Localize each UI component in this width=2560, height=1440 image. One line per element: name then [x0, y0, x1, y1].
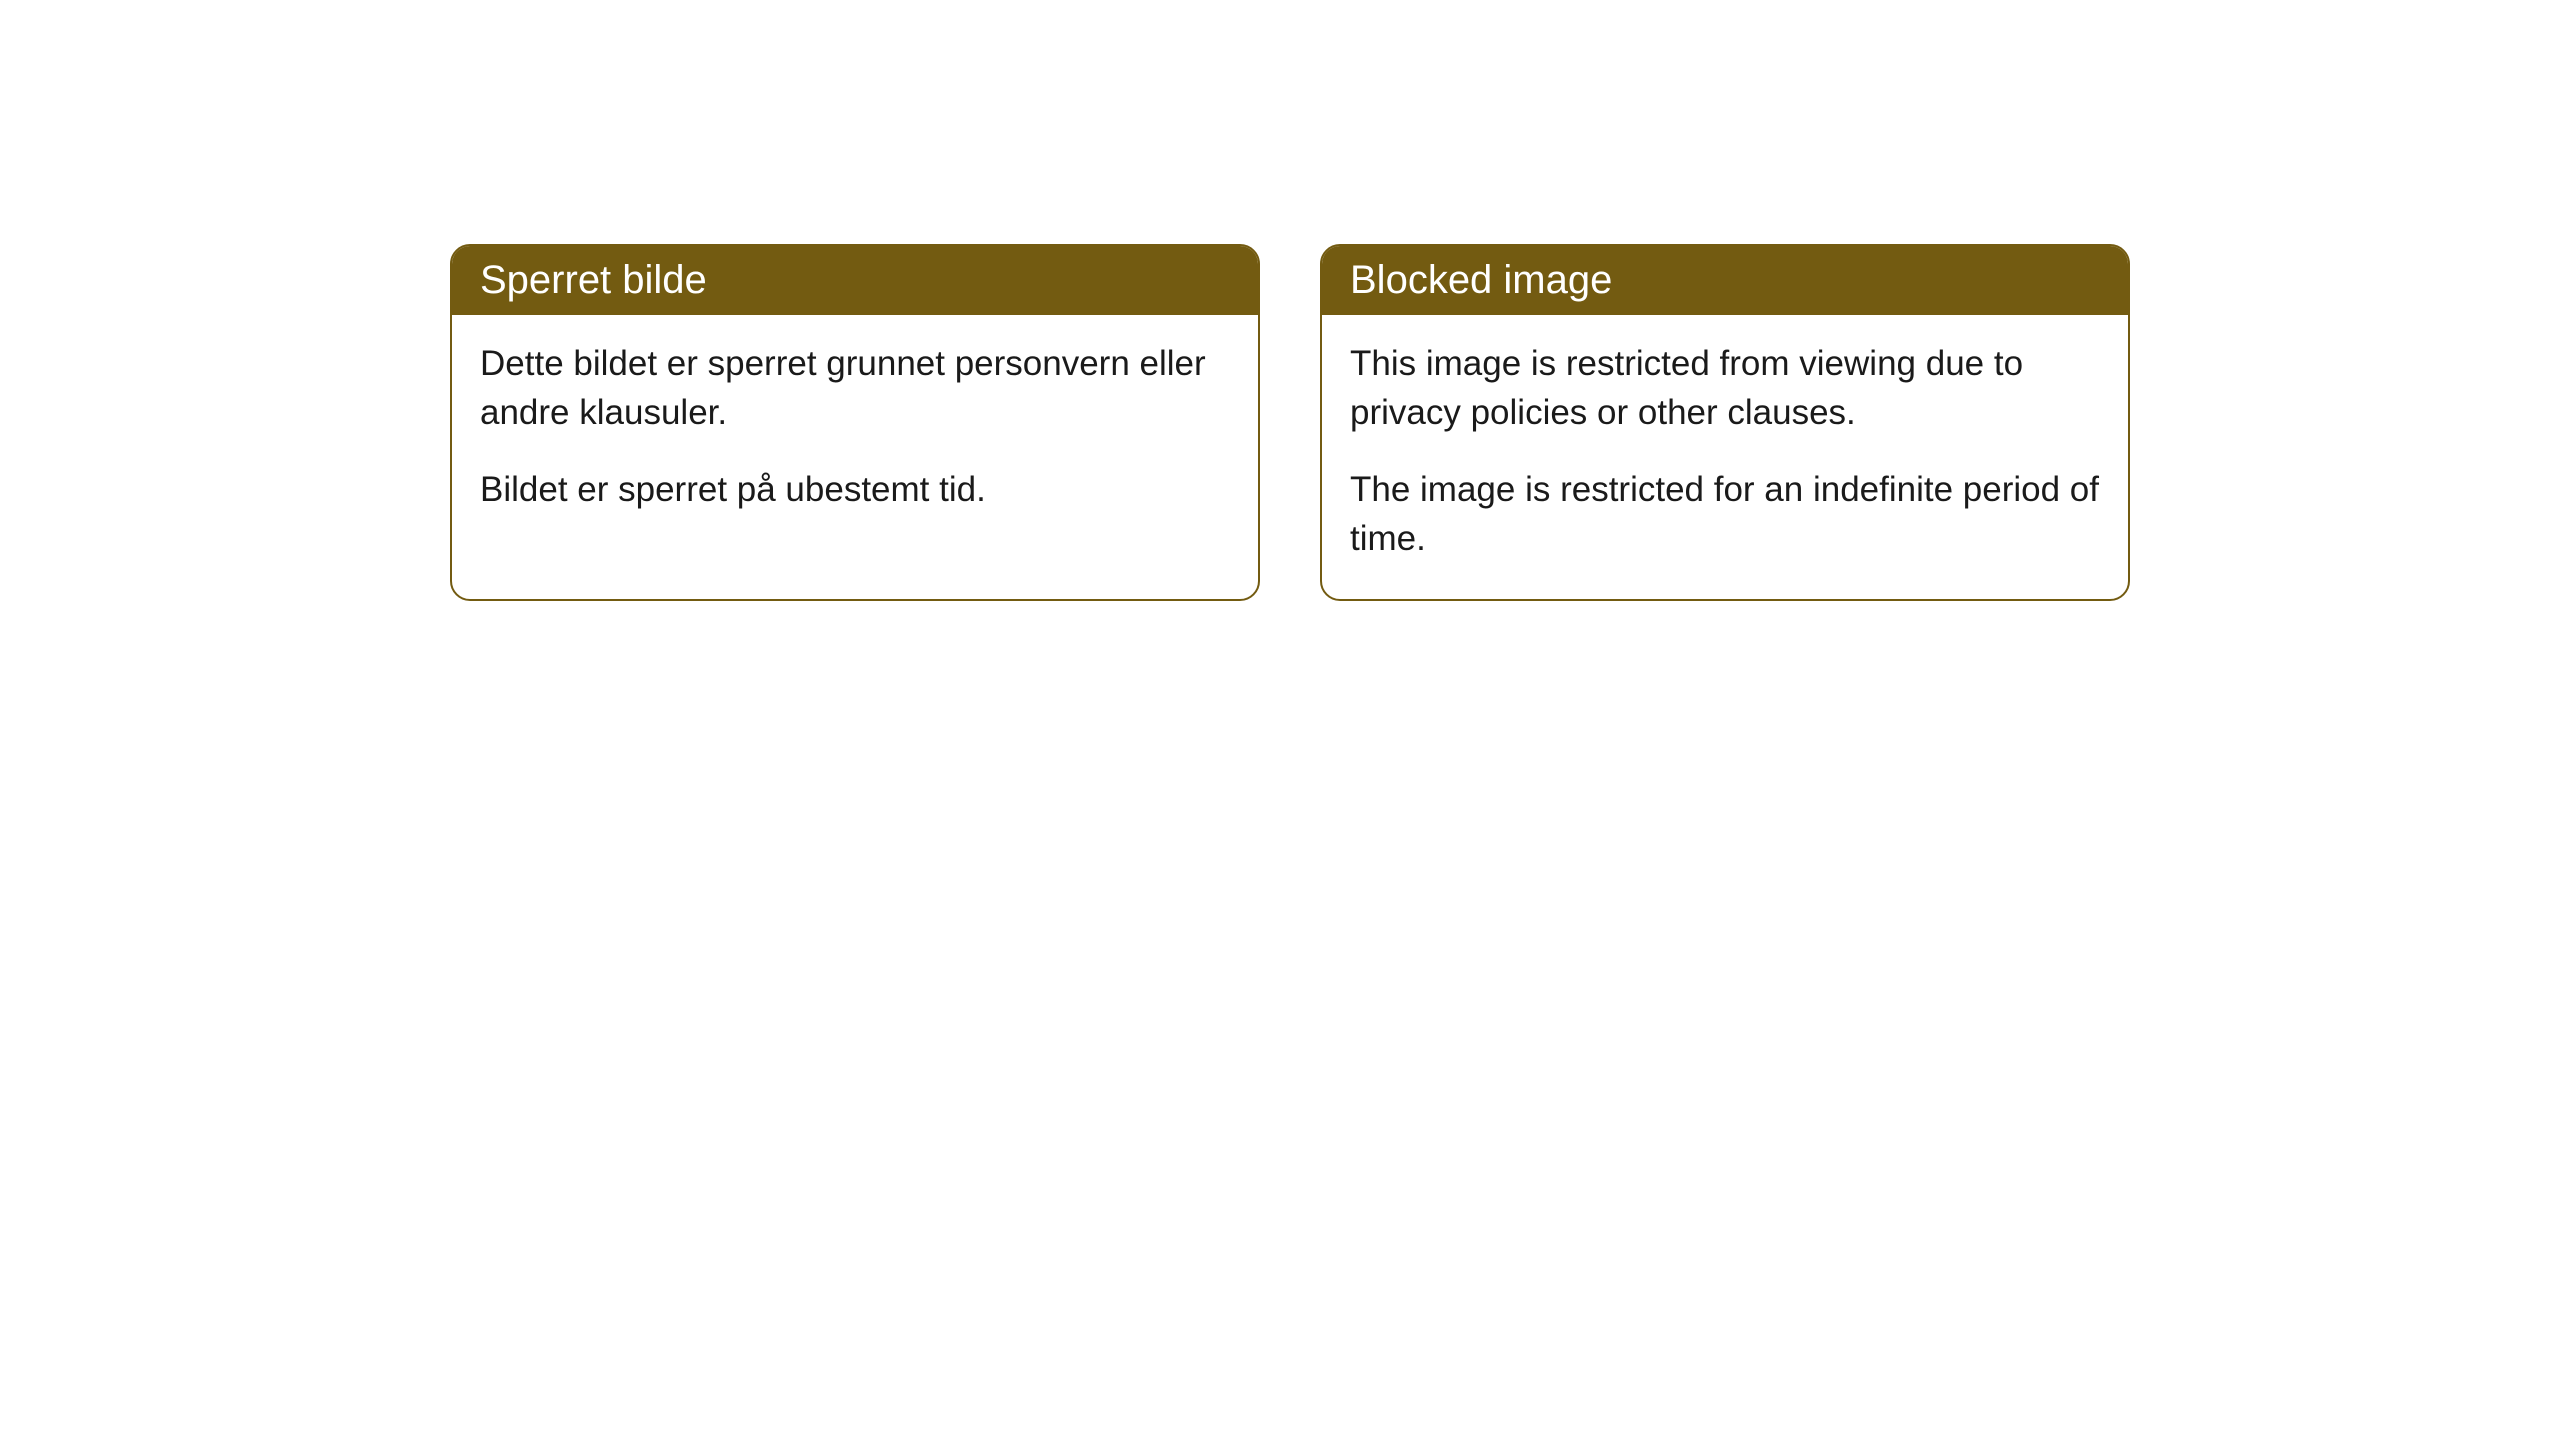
card-body-english: This image is restricted from viewing du… — [1322, 315, 2128, 599]
card-title: Blocked image — [1350, 258, 1612, 302]
card-paragraph-2: The image is restricted for an indefinit… — [1350, 465, 2100, 563]
card-paragraph-2: Bildet er sperret på ubestemt tid. — [480, 465, 1230, 514]
card-header-english: Blocked image — [1322, 246, 2128, 315]
card-body-norwegian: Dette bildet er sperret grunnet personve… — [452, 315, 1258, 550]
notice-cards-container: Sperret bilde Dette bildet er sperret gr… — [450, 244, 2130, 601]
card-title: Sperret bilde — [480, 258, 707, 302]
notice-card-english: Blocked image This image is restricted f… — [1320, 244, 2130, 601]
card-header-norwegian: Sperret bilde — [452, 246, 1258, 315]
card-paragraph-1: This image is restricted from viewing du… — [1350, 339, 2100, 437]
card-paragraph-1: Dette bildet er sperret grunnet personve… — [480, 339, 1230, 437]
notice-card-norwegian: Sperret bilde Dette bildet er sperret gr… — [450, 244, 1260, 601]
